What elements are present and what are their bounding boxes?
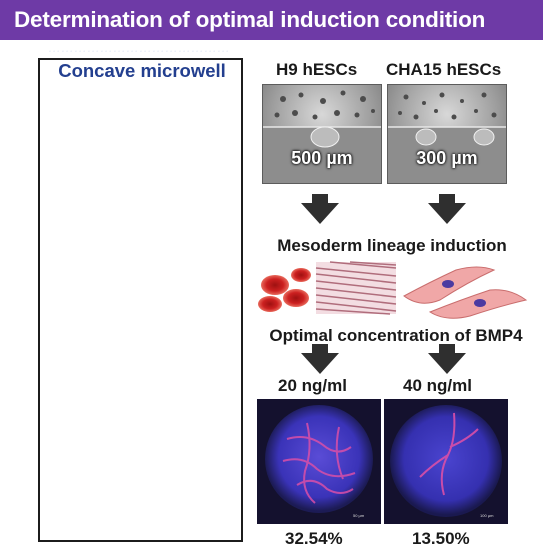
label-bmp4-cha15: 40 ng/ml bbox=[403, 376, 472, 395]
scale-label-cha15: 300 µm bbox=[416, 148, 478, 168]
svg-text:100 µm: 100 µm bbox=[480, 513, 494, 518]
faint-background-text: …………………………………… bbox=[48, 40, 230, 55]
banner-title: Determination of optimal induction condi… bbox=[14, 7, 486, 32]
arrow-cha15-2 bbox=[428, 344, 466, 374]
label-optimal-bmp4: Optimal concentration of BMP4 bbox=[269, 326, 523, 345]
label-bmp4-h9: 20 ng/ml bbox=[278, 376, 347, 395]
arrow-h9-2 bbox=[301, 344, 339, 374]
left-panel-title: Concave microwell bbox=[58, 60, 226, 81]
left-panel-frame bbox=[38, 58, 243, 542]
label-mesoderm-lineage: Mesoderm lineage induction bbox=[277, 236, 507, 255]
sem-image-cha15: 300 µm bbox=[387, 84, 507, 184]
label-h9-hescs: H9 hESCs bbox=[276, 60, 358, 79]
result-percent-h9: 32.54% bbox=[285, 529, 343, 548]
muscle-fibers-illustration bbox=[315, 261, 397, 315]
result-percent-cha15: 13.50% bbox=[412, 529, 470, 548]
label-cha15-hescs: CHA15 hESCs bbox=[386, 60, 502, 79]
svg-text:50 µm: 50 µm bbox=[353, 513, 365, 518]
arrow-cha15-1 bbox=[428, 194, 466, 224]
scale-label-h9: 500 µm bbox=[291, 148, 353, 168]
red-blood-cells-illustration bbox=[258, 268, 311, 312]
stromal-cells-illustration bbox=[403, 266, 528, 319]
fluorescence-image-h9: 50 µm bbox=[257, 399, 381, 524]
title-banner: Determination of optimal induction condi… bbox=[0, 0, 543, 40]
fluorescence-image-cha15: 100 µm bbox=[384, 399, 508, 524]
arrow-h9-1 bbox=[301, 194, 339, 224]
sem-image-h9: 500 µm bbox=[262, 84, 382, 184]
